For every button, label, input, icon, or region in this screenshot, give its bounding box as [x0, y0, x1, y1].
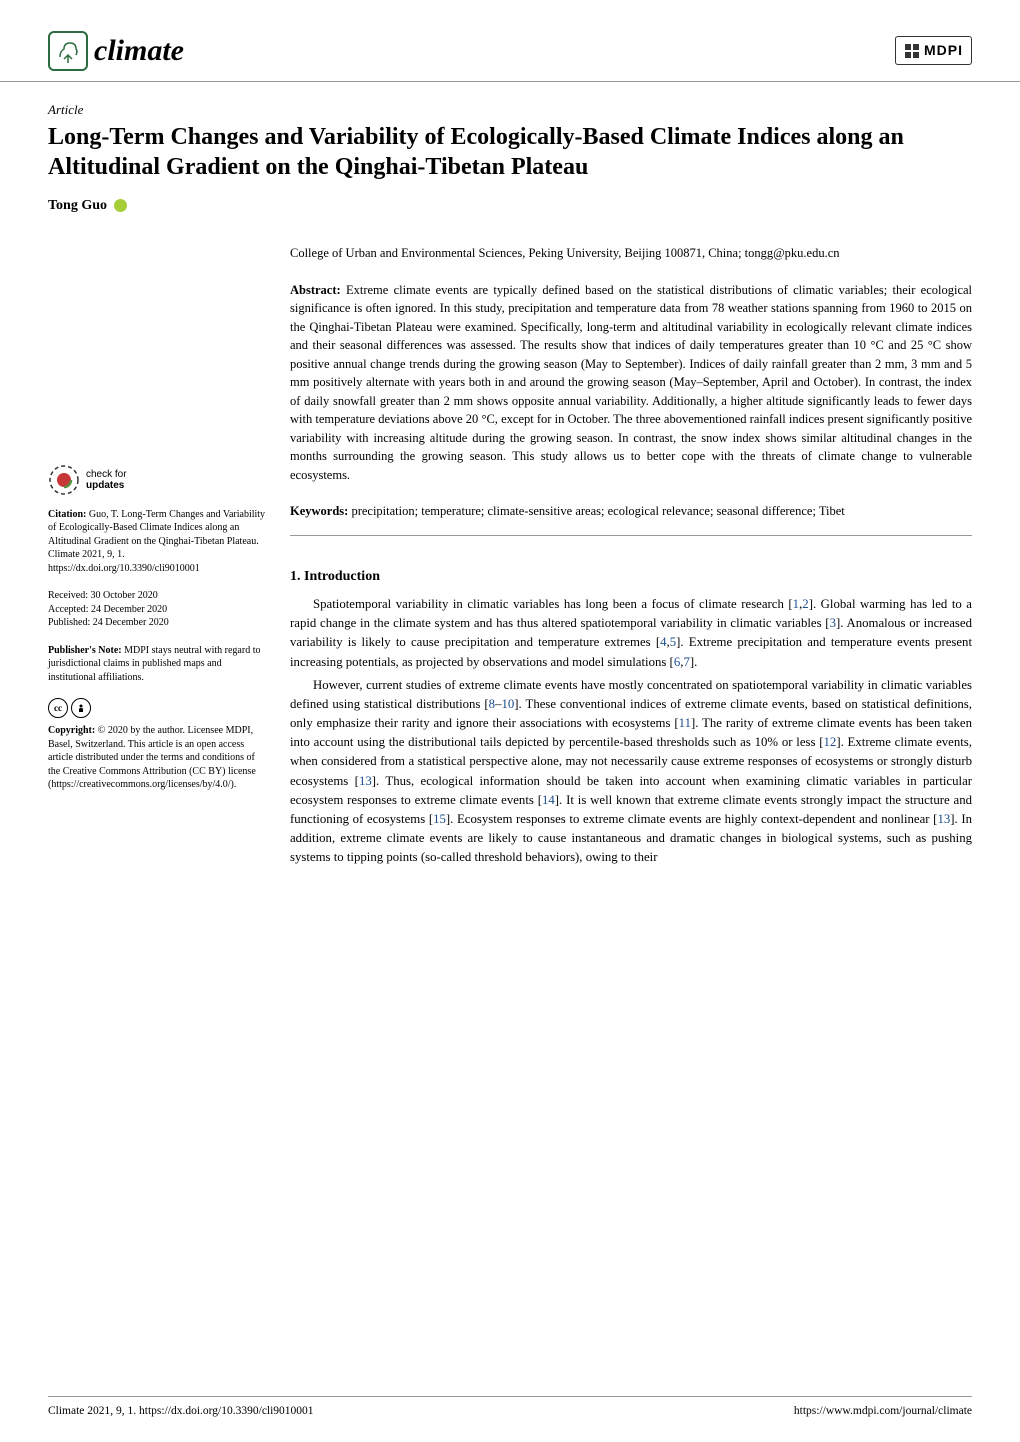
publisher-name: MDPI — [924, 40, 963, 61]
ref-link[interactable]: 13 — [359, 774, 372, 788]
keywords-text: precipitation; temperature; climate-sens… — [351, 504, 844, 518]
climate-logo-icon — [48, 31, 88, 71]
citation-label: Citation: — [48, 509, 86, 520]
cc-icon: cc — [48, 698, 68, 718]
journal-logo: climate — [48, 28, 184, 73]
footer-right: https://www.mdpi.com/journal/climate — [794, 1403, 972, 1420]
page-header: climate MDPI — [0, 0, 1020, 82]
dates-block: Received: 30 October 2020 Accepted: 24 D… — [48, 589, 266, 630]
copyright-block: cc Copyright: © 2020 by the author. Lice… — [48, 698, 266, 792]
author-text: Tong Guo — [48, 198, 107, 213]
received-date: Received: 30 October 2020 — [48, 589, 266, 603]
sidebar: check for updates Citation: Guo, T. Long… — [48, 244, 266, 872]
ref-link[interactable]: 14 — [542, 793, 555, 807]
affiliation: College of Urban and Environmental Scien… — [290, 244, 972, 263]
content-area: Article Long-Term Changes and Variabilit… — [0, 82, 1020, 872]
published-date: Published: 24 December 2020 — [48, 616, 266, 630]
cc-badge: cc — [48, 698, 266, 718]
keywords-label: Keywords: — [290, 504, 348, 518]
orcid-icon[interactable] — [114, 199, 127, 212]
ref-link[interactable]: 13 — [937, 812, 950, 826]
check-updates-icon — [48, 464, 80, 496]
mdpi-icon — [904, 43, 920, 59]
paragraph-1: Spatiotemporal variability in climatic v… — [290, 595, 972, 672]
check-line1: check for — [86, 469, 127, 480]
publishers-note-label: Publisher's Note: — [48, 645, 122, 656]
section-heading: 1. Introduction — [290, 566, 972, 587]
abstract-text: Extreme climate events are typically def… — [290, 283, 972, 482]
ref-link[interactable]: 12 — [824, 735, 837, 749]
by-icon — [71, 698, 91, 718]
article-title: Long-Term Changes and Variability of Eco… — [48, 122, 972, 183]
mdpi-logo: MDPI — [895, 36, 972, 65]
paragraph-2: However, current studies of extreme clim… — [290, 676, 972, 868]
main-column: College of Urban and Environmental Scien… — [290, 244, 972, 872]
keywords: Keywords: precipitation; temperature; cl… — [290, 502, 972, 536]
abstract: Abstract: Extreme climate events are typ… — [290, 281, 972, 485]
author-name: Tong Guo — [48, 195, 972, 216]
check-updates-text: check for updates — [86, 469, 127, 491]
copyright-label: Copyright: — [48, 725, 95, 736]
article-type: Article — [48, 100, 972, 120]
footer-left: Climate 2021, 9, 1. https://dx.doi.org/1… — [48, 1403, 314, 1420]
ref-link[interactable]: 10 — [501, 697, 514, 711]
abstract-label: Abstract: — [290, 283, 341, 297]
page-footer: Climate 2021, 9, 1. https://dx.doi.org/1… — [48, 1396, 972, 1420]
accepted-date: Accepted: 24 December 2020 — [48, 603, 266, 617]
check-updates-badge[interactable]: check for updates — [48, 464, 266, 496]
main-area: check for updates Citation: Guo, T. Long… — [48, 244, 972, 872]
ref-link[interactable]: 15 — [433, 812, 446, 826]
journal-name: climate — [94, 28, 184, 73]
citation-block: Citation: Guo, T. Long-Term Changes and … — [48, 508, 266, 576]
check-line2: updates — [86, 480, 127, 491]
ref-link[interactable]: 11 — [679, 716, 691, 730]
publishers-note-block: Publisher's Note: MDPI stays neutral wit… — [48, 644, 266, 685]
